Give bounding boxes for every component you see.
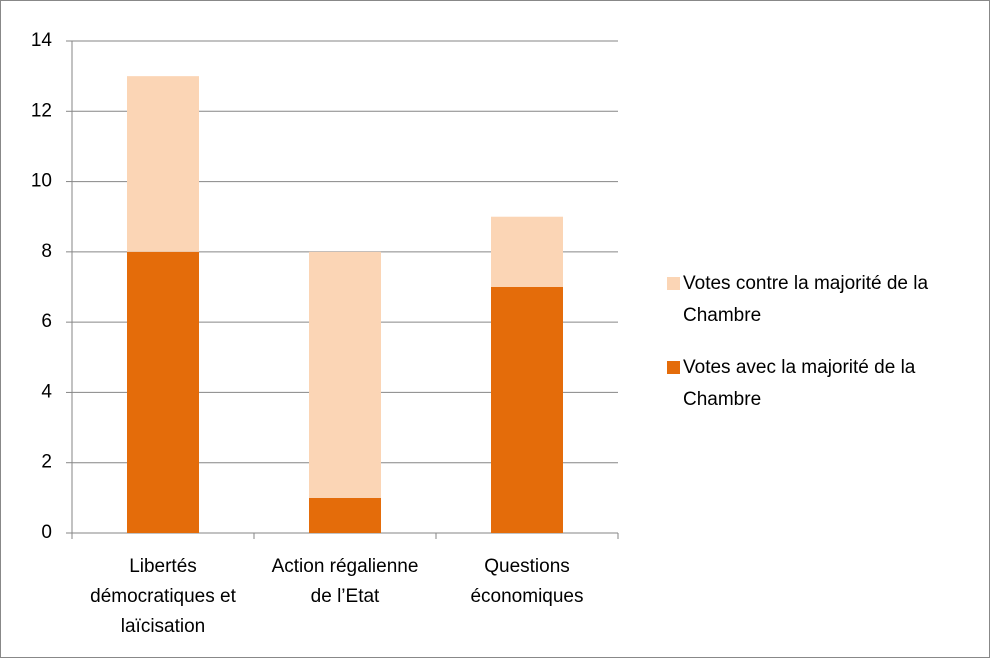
y-tick-label: 4 [41,381,52,402]
x-tick-label: Action régalienne de l’Etat [271,556,419,607]
bar-segment [491,216,563,287]
bar-segment [491,287,563,533]
y-tick-label: 8 [41,241,52,262]
legend-swatch [667,277,680,290]
legend-swatch [667,361,680,374]
bar-segment [309,497,381,533]
y-tick-label: 2 [41,452,52,473]
y-tick-label: 0 [41,522,52,543]
legend-label: Votes avec la majorité de la Chambre [683,357,916,410]
y-tick-label: 12 [31,100,52,121]
x-tick-label: Questions économiques [470,556,584,607]
x-tick-label: Libertés démocratiques et laïcisation [90,556,236,637]
bar-segment [127,76,199,252]
y-tick-label: 6 [41,311,52,332]
bar-segment [309,251,381,498]
legend-label: Votes contre la majorité de la Chambre [683,273,929,326]
y-tick-label: 10 [31,171,52,192]
bar-segment [127,251,199,533]
y-tick-label: 14 [31,30,53,51]
